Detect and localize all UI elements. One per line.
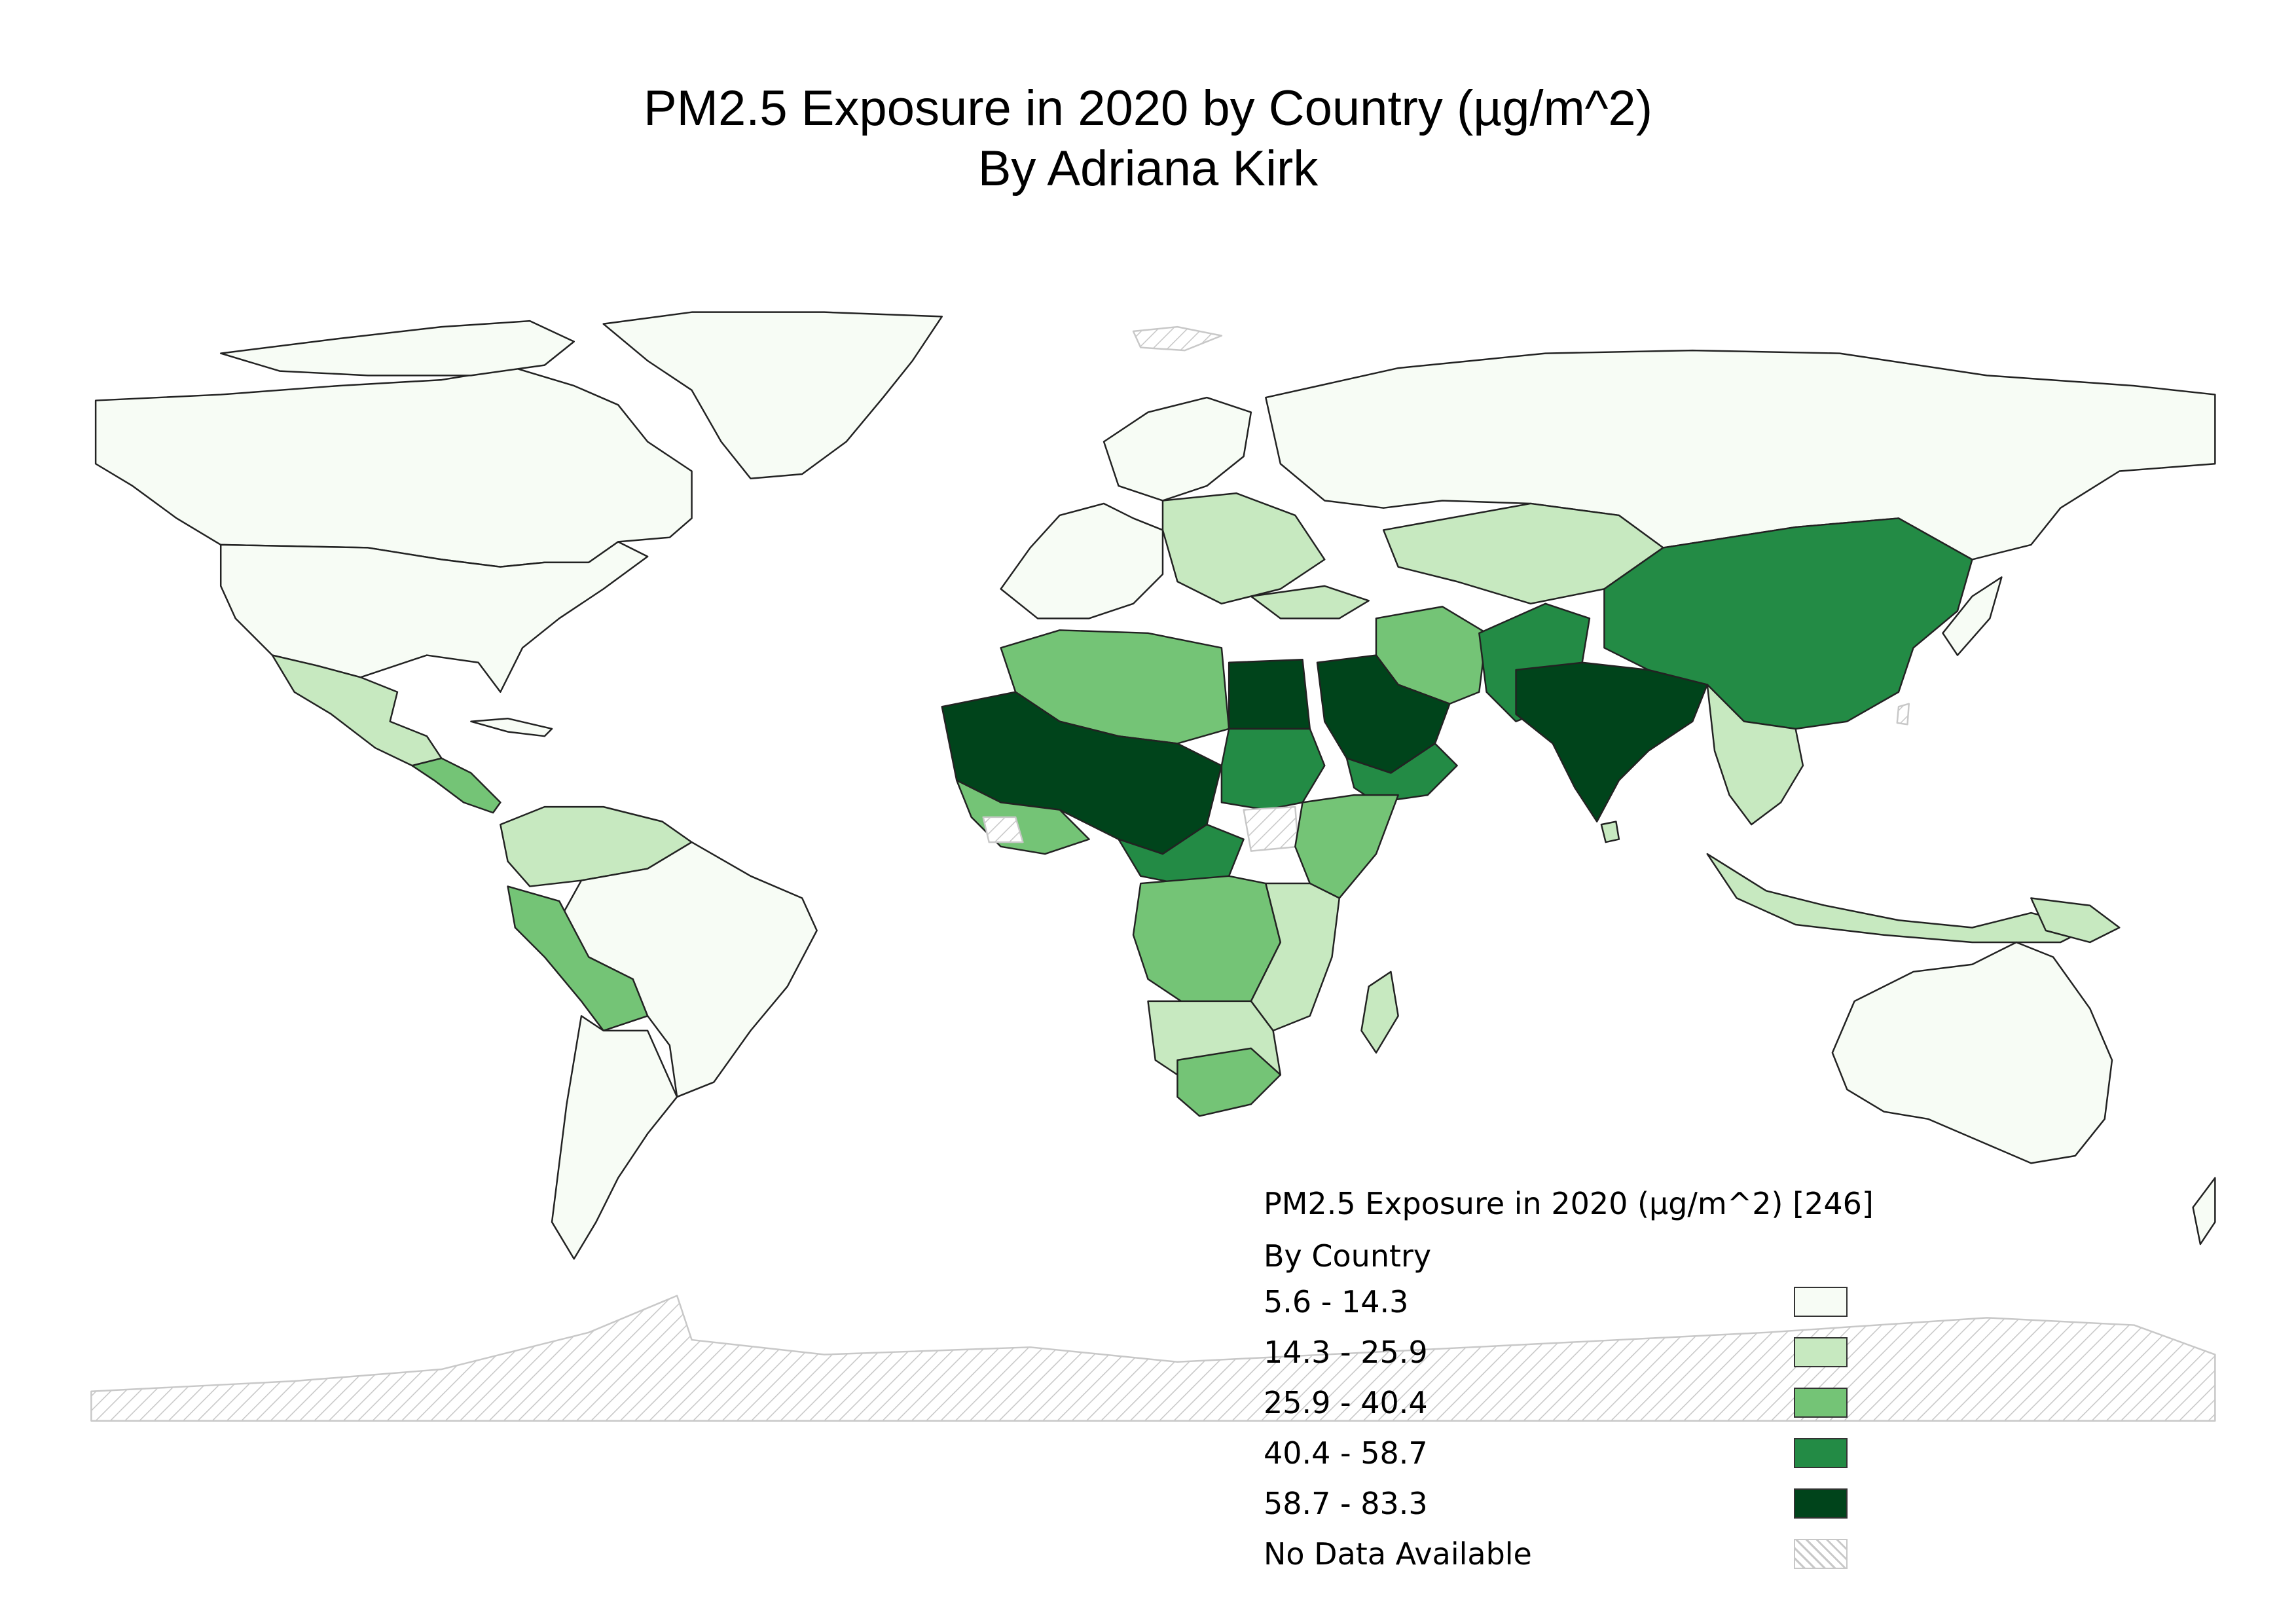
legend-item: 5.6 - 14.3 (1264, 1283, 1886, 1334)
legend-item: No Data Available (1264, 1536, 1886, 1586)
legend-item-label: No Data Available (1264, 1536, 1532, 1572)
region-cuba (470, 717, 553, 737)
map-legend: PM2.5 Exposure in 2020 (µg/m^2) [246] By… (1264, 1185, 1886, 1586)
region-taiwan (1896, 703, 1910, 726)
legend-item-label: 5.6 - 14.3 (1264, 1284, 1409, 1320)
region-mexico (271, 654, 443, 767)
region-east-africa-horn (1294, 794, 1399, 899)
region-east-africa-south (1250, 882, 1340, 1032)
map-title-line-1: PM2.5 Exposure in 2020 by Country (µg/m^… (643, 81, 1653, 136)
region-argentina-chile (551, 1015, 678, 1260)
legend-item: 40.4 - 58.7 (1264, 1435, 1886, 1485)
legend-swatch (1794, 1337, 1848, 1367)
legend-item: 58.7 - 83.3 (1264, 1485, 1886, 1536)
region-svalbard (1132, 325, 1223, 352)
region-antarctica (90, 1295, 2216, 1422)
region-south-sudan (1243, 805, 1300, 852)
legend-title: PM2.5 Exposure in 2020 (µg/m^2) [246] (1264, 1186, 1874, 1221)
region-sudan (1220, 728, 1326, 811)
legend-item-label: 58.7 - 83.3 (1264, 1486, 1428, 1521)
region-sri-lanka (1600, 821, 1620, 843)
legend-swatch (1794, 1438, 1848, 1468)
region-canada (94, 367, 693, 568)
region-eastern-europe (1161, 492, 1326, 605)
map-title: PM2.5 Exposure in 2020 by Country (µg/m^… (0, 79, 2296, 199)
region-sierra-leone (982, 816, 1024, 843)
region-madagascar (1360, 970, 1399, 1054)
legend-item: 25.9 - 40.4 (1264, 1384, 1886, 1435)
region-central-america (411, 757, 501, 814)
legend-item-label: 40.4 - 58.7 (1264, 1435, 1428, 1471)
legend-item-label: 14.3 - 25.9 (1264, 1335, 1428, 1370)
legend-subtitle: By Country (1264, 1238, 1432, 1274)
legend-item-label: 25.9 - 40.4 (1264, 1385, 1428, 1420)
region-arctic-islands (219, 320, 575, 377)
region-papua-new-guinea (2030, 897, 2121, 944)
region-turkey (1250, 585, 1370, 619)
region-central-africa (1118, 823, 1245, 885)
region-india (1515, 661, 1709, 822)
region-russia (1265, 349, 2216, 561)
region-scandinavia (1102, 396, 1252, 502)
legend-swatch (1794, 1287, 1848, 1317)
region-egypt (1228, 659, 1311, 730)
region-australia (1831, 941, 2113, 1164)
region-southeast-asia (1706, 684, 1804, 826)
region-new-zealand (2192, 1177, 2216, 1246)
legend-swatch-no-data (1794, 1539, 1848, 1569)
region-western-europe (1000, 502, 1164, 619)
region-japan (1942, 576, 2003, 656)
legend-item: 14.3 - 25.9 (1264, 1334, 1886, 1384)
map-title-line-2: By Adriana Kirk (977, 141, 1319, 196)
region-greenland (602, 311, 943, 479)
region-peru-bolivia (507, 885, 649, 1032)
legend-swatch (1794, 1388, 1848, 1418)
legend-swatch (1794, 1488, 1848, 1519)
region-south-africa (1176, 1047, 1282, 1117)
region-oman-yemen (1345, 743, 1458, 803)
